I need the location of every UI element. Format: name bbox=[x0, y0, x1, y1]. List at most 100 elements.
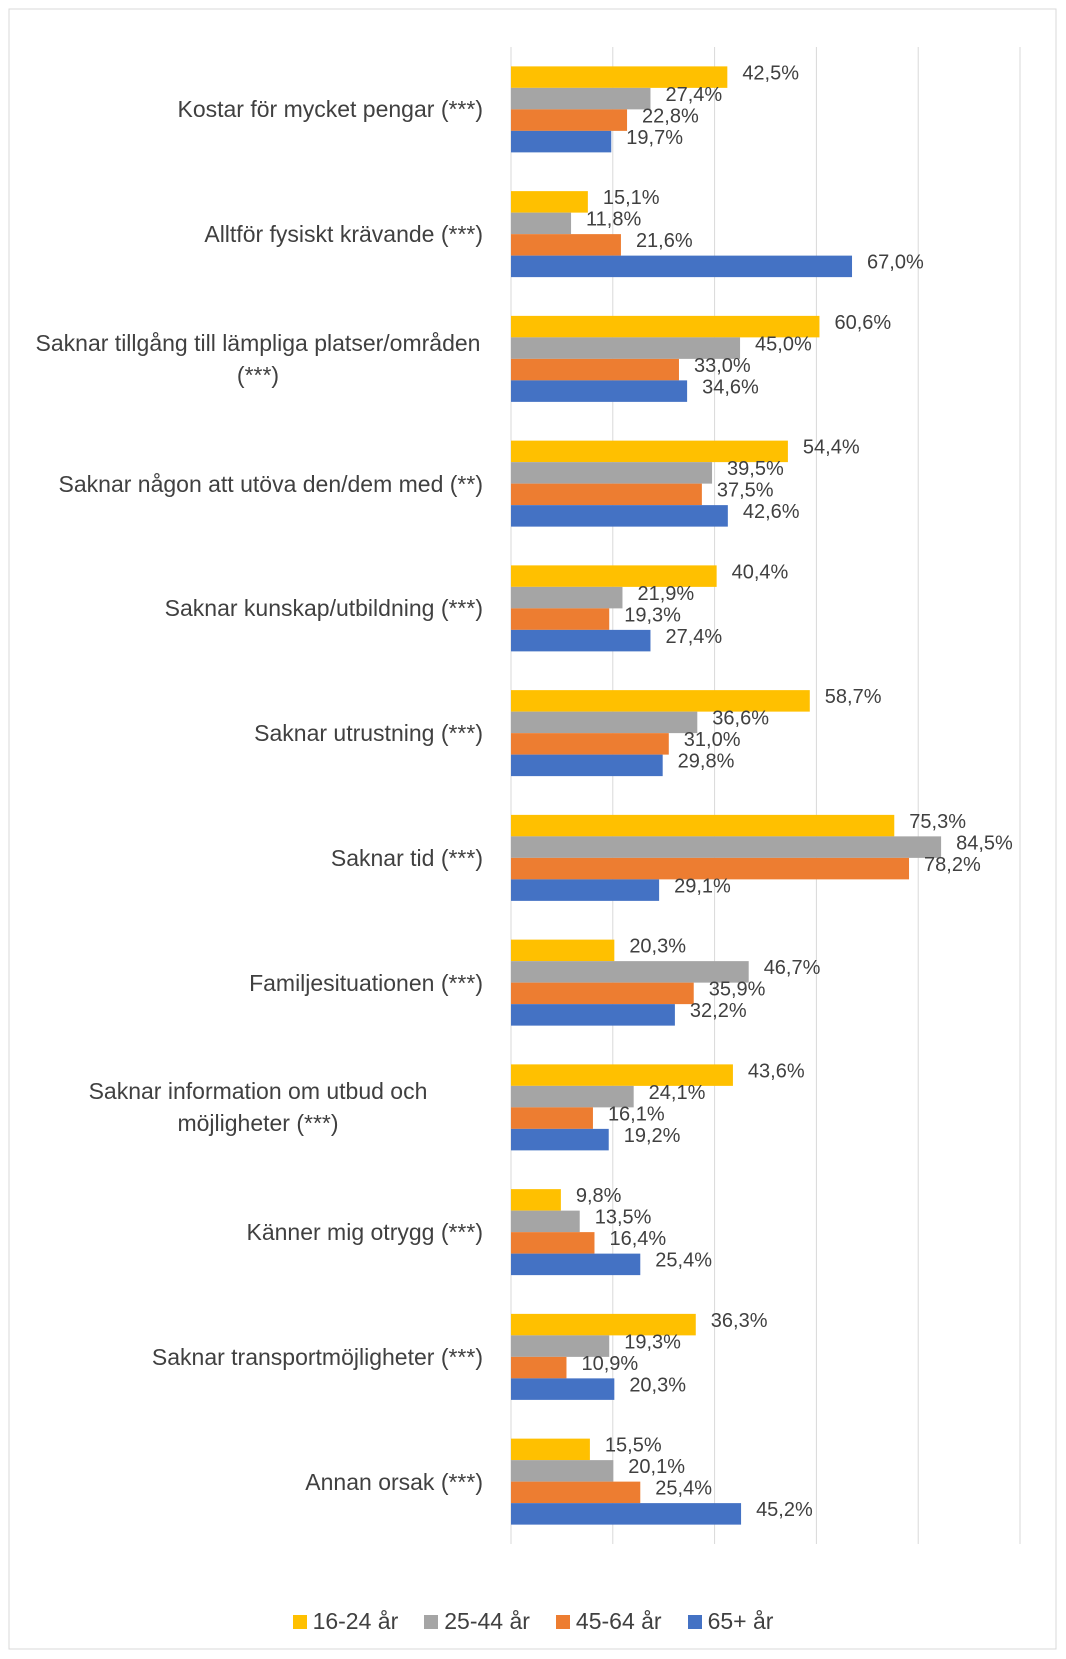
value-label: 29,8% bbox=[678, 751, 735, 773]
category-label-wrap: Familjesituationen (***) bbox=[20, 920, 483, 1045]
bar bbox=[511, 939, 615, 962]
value-label: 27,4% bbox=[665, 84, 722, 106]
bar bbox=[511, 337, 741, 359]
value-label: 36,3% bbox=[711, 1310, 768, 1332]
category-label: Saknar transportmöjligheter (***) bbox=[151, 1343, 483, 1370]
value-label: 24,1% bbox=[649, 1082, 706, 1104]
value-label: 58,7% bbox=[825, 686, 882, 708]
bar bbox=[511, 1210, 580, 1233]
value-label: 9,8% bbox=[576, 1185, 622, 1207]
value-label: 54,4% bbox=[803, 437, 860, 459]
bar bbox=[511, 857, 910, 880]
bar bbox=[511, 608, 610, 630]
value-label: 78,2% bbox=[924, 854, 981, 876]
bar bbox=[511, 1004, 675, 1026]
value-label: 40,4% bbox=[732, 561, 789, 583]
bar bbox=[511, 234, 621, 256]
value-label: 32,2% bbox=[690, 1000, 747, 1022]
legend-item: 65+ år bbox=[687, 1608, 774, 1635]
legend-label: 65+ år bbox=[707, 1608, 774, 1634]
category-label: Annan orsak (***) bbox=[305, 1468, 483, 1495]
bar bbox=[511, 315, 820, 338]
bar bbox=[511, 462, 713, 484]
value-label: 16,1% bbox=[608, 1103, 665, 1125]
bar bbox=[511, 1189, 561, 1211]
value-label: 19,3% bbox=[624, 604, 681, 626]
bar bbox=[511, 1378, 615, 1400]
value-label: 75,3% bbox=[909, 811, 966, 833]
category-label-box: Alltför fysiskt krävande (***) bbox=[204, 221, 483, 248]
bar bbox=[511, 109, 628, 131]
bar bbox=[511, 505, 728, 527]
value-label: 21,9% bbox=[637, 583, 694, 605]
category-label-wrap: Saknar utrustning (***) bbox=[20, 671, 483, 796]
category-label-box: Familjesituationen (***) bbox=[20, 920, 483, 1045]
value-label: 27,4% bbox=[665, 626, 722, 648]
category-label: Saknar utrustning (***) bbox=[254, 720, 483, 747]
value-label: 46,7% bbox=[764, 957, 821, 979]
value-label: 42,5% bbox=[742, 62, 799, 84]
bar bbox=[511, 1356, 567, 1379]
value-label: 31,0% bbox=[684, 729, 741, 751]
category-label: Saknar tillgång till lämpliga platser/om… bbox=[35, 329, 481, 388]
value-label: 11,8% bbox=[586, 209, 641, 231]
bar bbox=[511, 212, 572, 235]
category-label-box: Saknar utrustning (***) bbox=[20, 671, 483, 796]
category-label-wrap: Annan orsak (***) bbox=[20, 1419, 483, 1544]
value-label: 22,8% bbox=[642, 105, 699, 127]
value-label: 45,0% bbox=[755, 333, 812, 355]
bar bbox=[511, 711, 698, 734]
category-label: Saknar tid (***) bbox=[330, 844, 483, 871]
value-label: 16,4% bbox=[609, 1228, 666, 1250]
bar bbox=[511, 1107, 593, 1129]
value-label: 15,1% bbox=[603, 187, 660, 209]
category-label-wrap: Saknar kunskap/utbildning (***) bbox=[20, 546, 483, 671]
value-label: 43,6% bbox=[748, 1060, 805, 1082]
bar bbox=[511, 440, 788, 463]
bar bbox=[511, 380, 688, 402]
value-label: 10,9% bbox=[581, 1353, 638, 1375]
legend-label: 16-24 år bbox=[312, 1608, 399, 1634]
value-label: 19,2% bbox=[624, 1125, 681, 1147]
bar bbox=[511, 1335, 610, 1357]
bar bbox=[511, 836, 942, 858]
value-label: 20,3% bbox=[629, 1374, 686, 1396]
chart-border bbox=[8, 8, 1057, 1650]
value-label: 15,5% bbox=[605, 1435, 662, 1457]
bar bbox=[511, 754, 663, 777]
legend-swatch bbox=[555, 1614, 570, 1629]
legend-swatch bbox=[687, 1614, 702, 1629]
value-label: 25,4% bbox=[655, 1250, 712, 1272]
category-label-box: Saknar kunskap/utbildning (***) bbox=[20, 546, 483, 671]
category-label-box: Saknar information om utbud och möjlighe… bbox=[20, 1045, 483, 1170]
category-label-box: Saknar tillgång till lämpliga platser/om… bbox=[35, 329, 481, 388]
value-label: 35,9% bbox=[709, 979, 766, 1001]
bar bbox=[511, 130, 612, 153]
value-label: 60,6% bbox=[834, 312, 891, 334]
category-label-wrap: Saknar någon att utöva den/dem med (**) bbox=[20, 421, 483, 546]
value-label: 67,0% bbox=[867, 252, 924, 274]
legend-item: 45-64 år bbox=[555, 1608, 662, 1635]
value-label: 29,1% bbox=[674, 875, 731, 897]
value-label: 19,7% bbox=[626, 127, 683, 149]
bar bbox=[511, 814, 895, 837]
bar bbox=[511, 1085, 634, 1108]
bar bbox=[511, 255, 853, 278]
bar bbox=[511, 358, 679, 381]
bar bbox=[511, 629, 651, 652]
category-label-box: Kostar för mycket pengar (***) bbox=[177, 96, 483, 122]
category-label: Saknar information om utbud och möjlighe… bbox=[88, 1078, 428, 1137]
bar bbox=[511, 1503, 742, 1525]
category-label-wrap: Saknar information om utbud och möjlighe… bbox=[20, 1045, 483, 1170]
category-label-box: Saknar transportmöjligheter (***) bbox=[151, 1343, 483, 1370]
category-label: Alltför fysiskt krävande (***) bbox=[204, 221, 483, 248]
legend-swatch bbox=[292, 1614, 307, 1629]
value-label: 21,6% bbox=[636, 230, 693, 252]
bar bbox=[511, 1438, 590, 1461]
bar bbox=[511, 483, 702, 506]
category-label-box: Känner mig otrygg (***) bbox=[247, 1219, 484, 1245]
legend-label: 25-44 år bbox=[444, 1608, 530, 1634]
bar bbox=[511, 1313, 696, 1336]
